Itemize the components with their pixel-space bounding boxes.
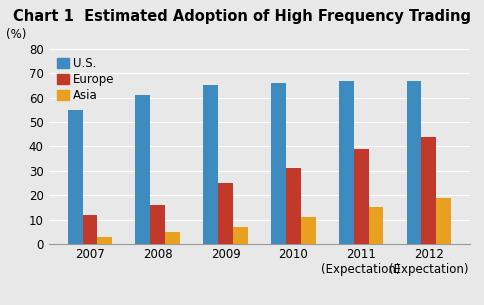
Bar — [165, 232, 180, 244]
Bar — [218, 183, 233, 244]
Bar — [406, 81, 421, 244]
Bar — [436, 198, 450, 244]
Bar — [233, 227, 247, 244]
Bar — [300, 217, 315, 244]
Bar — [285, 168, 300, 244]
Bar — [368, 207, 383, 244]
Bar — [271, 83, 285, 244]
Bar — [203, 85, 218, 244]
Bar — [421, 137, 436, 244]
Legend: U.S., Europe, Asia: U.S., Europe, Asia — [54, 55, 117, 104]
Bar — [150, 205, 165, 244]
Bar — [353, 149, 368, 244]
Bar — [135, 95, 150, 244]
Bar — [82, 215, 97, 244]
Bar — [68, 110, 82, 244]
Text: (%): (%) — [6, 28, 27, 41]
Text: Chart 1  Estimated Adoption of High Frequency Trading: Chart 1 Estimated Adoption of High Frequ… — [14, 9, 470, 24]
Bar — [97, 237, 112, 244]
Bar — [338, 81, 353, 244]
